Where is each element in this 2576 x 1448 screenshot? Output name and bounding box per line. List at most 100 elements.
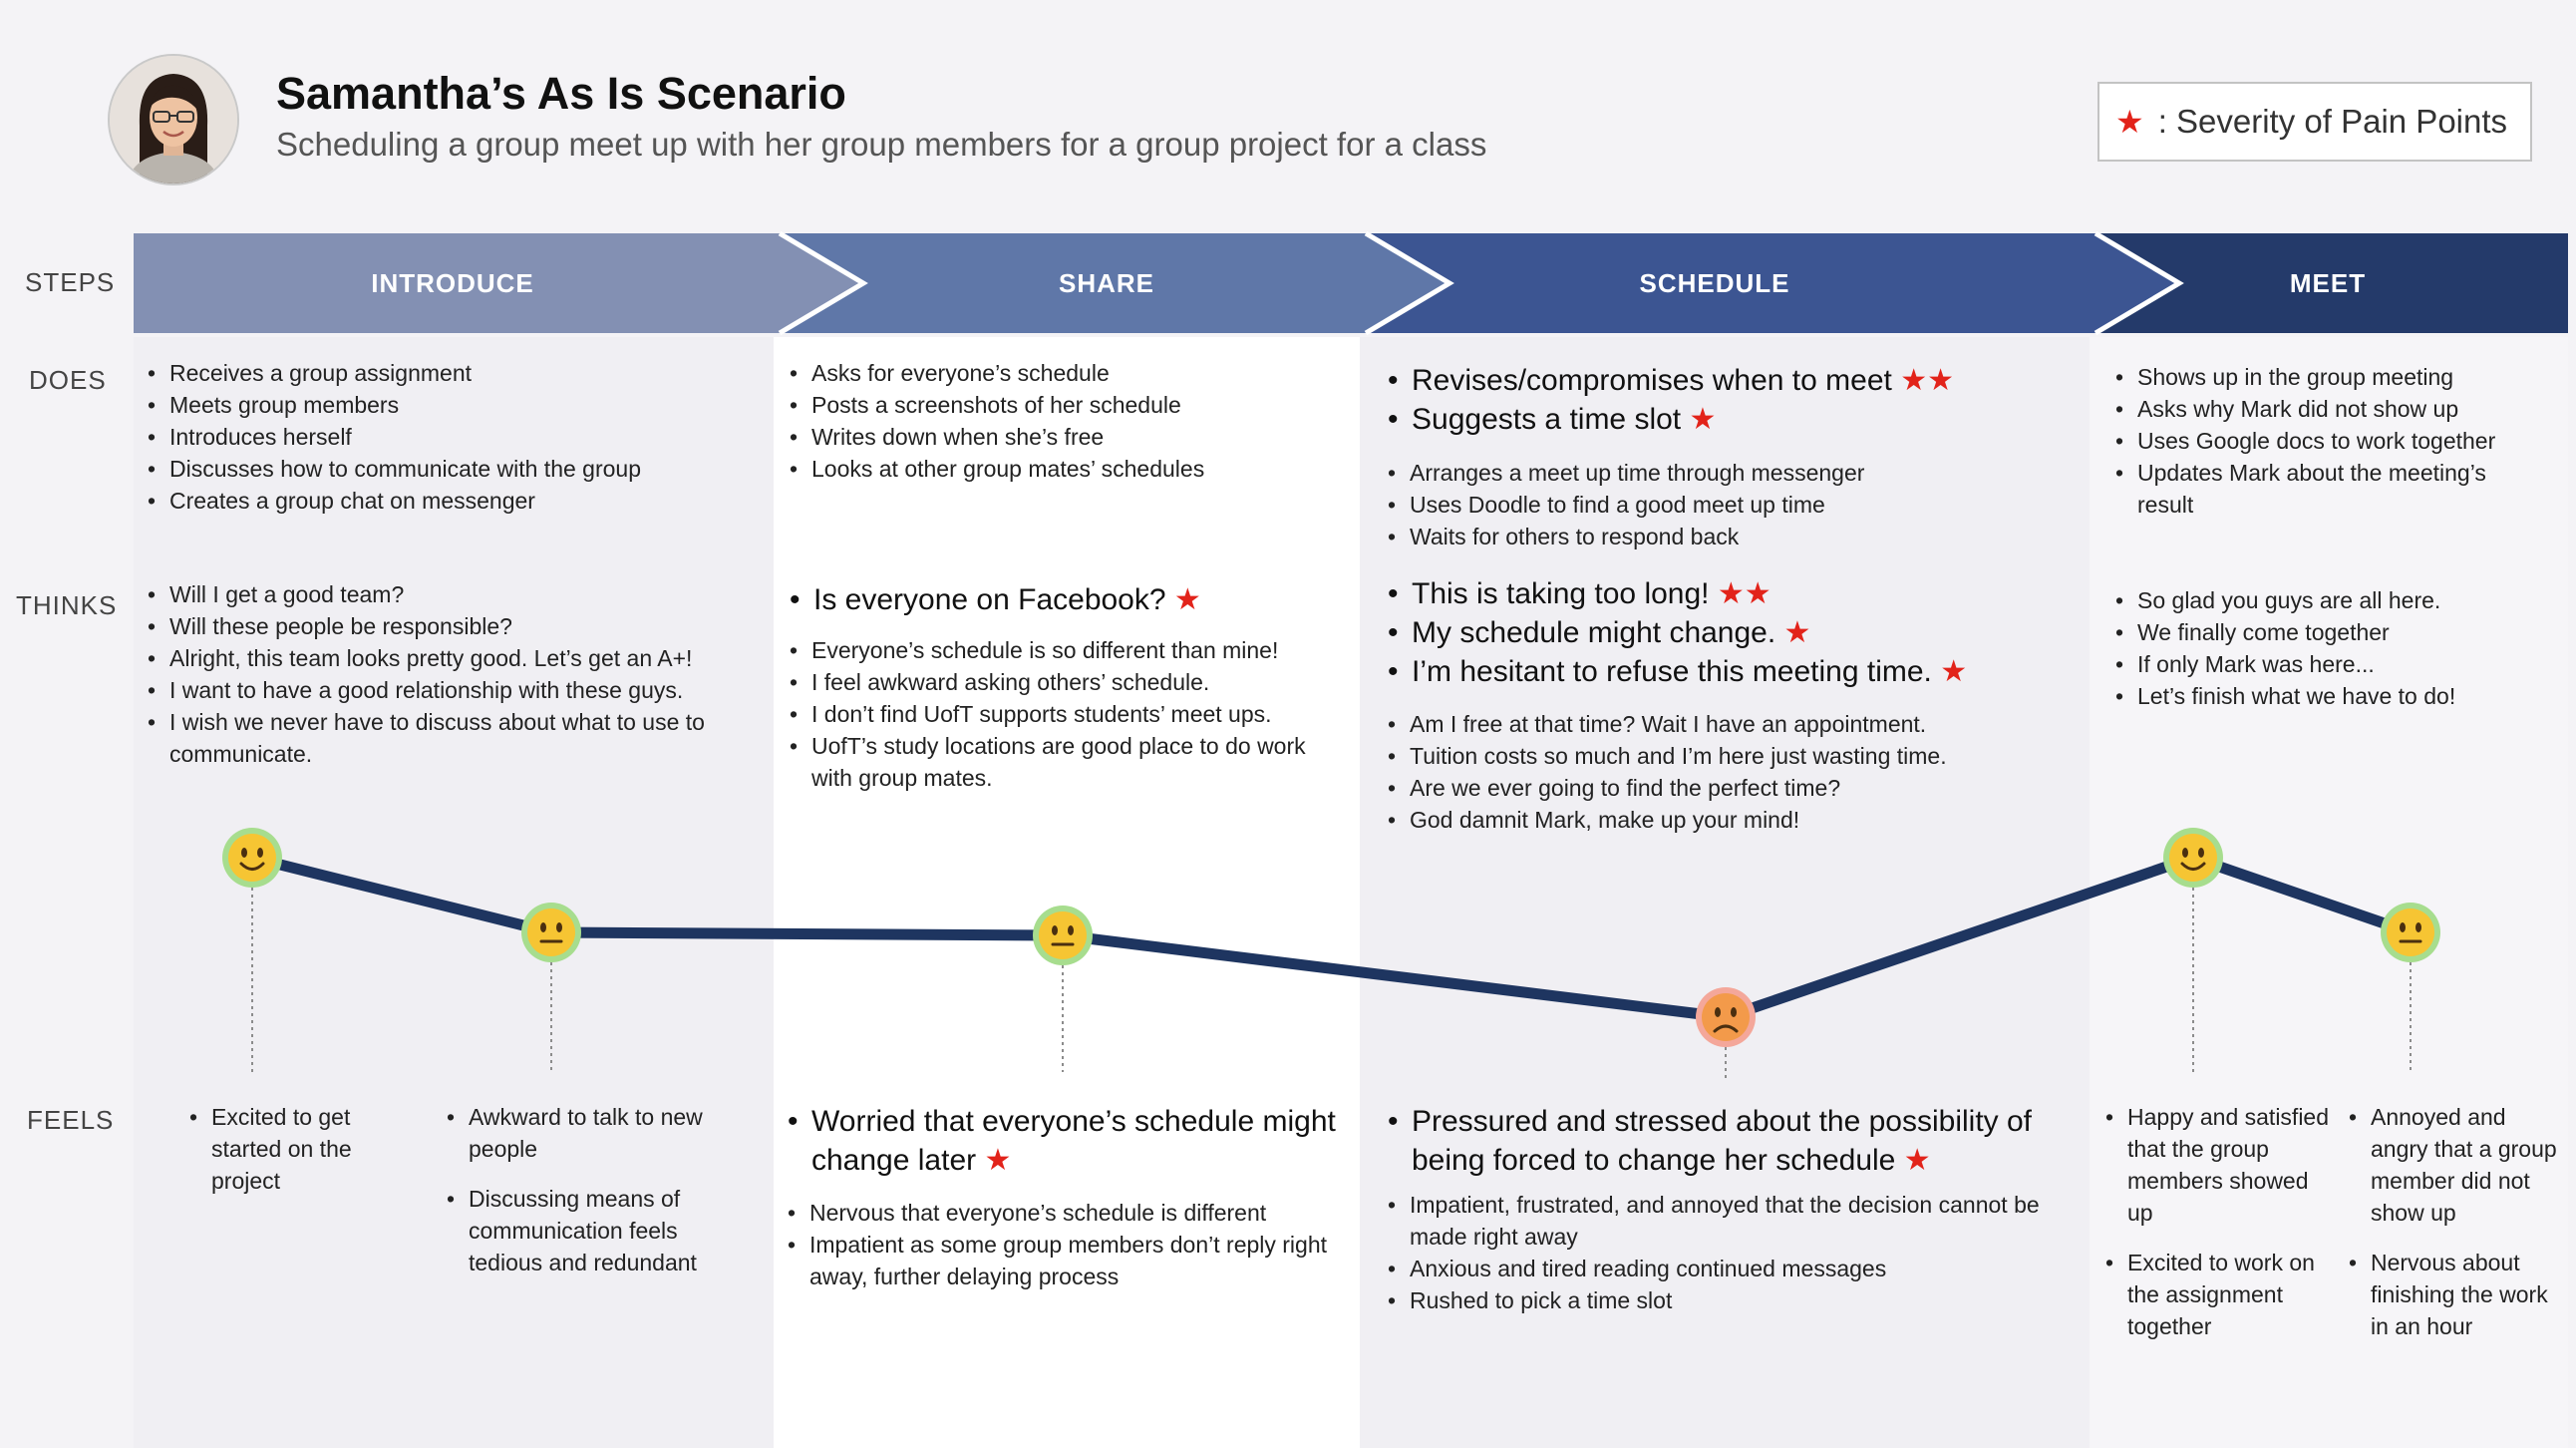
pain-point: Pressured and stressed about the possibi… [1388,1102,2066,1180]
list-item: Alright, this team looks pretty good. Le… [148,642,756,674]
thinks-schedule-list: Am I free at that time? Wait I have an a… [1388,708,2066,836]
severity-legend: ★ : Severity of Pain Points [2097,82,2532,162]
thinks-schedule-pain-list: This is taking too long! ★★ My schedule … [1388,574,2066,691]
star-icon: ★★ [1900,364,1954,397]
list-item: If only Mark was here... [2115,648,2544,680]
list-item: Will I get a good team? [148,578,756,610]
list-item: Introduces herself [148,421,756,453]
list-item: Looks at other group mates’ schedules [790,453,1348,485]
does-schedule-list: Arranges a meet up time through messenge… [1388,457,2066,552]
feels-schedule-list: Impatient, frustrated, and annoyed that … [1388,1189,2066,1316]
list-item: Everyone’s schedule is so different than… [790,634,1348,666]
page-title: Samantha’s As Is Scenario [276,68,846,119]
pain-point: Suggests a time slot ★ [1388,400,2066,439]
list-item: Rushed to pick a time slot [1388,1284,2066,1316]
list-item: Impatient as some group members don’t re… [788,1229,1346,1292]
list-item: Discussing means of communication feels … [447,1183,736,1278]
row-label-does: DOES [29,365,107,395]
feels-meet-b-list: Annoyed and angry that a group member di… [2349,1101,2558,1360]
row-label-steps: STEPS [25,267,116,297]
list-item: Annoyed and angry that a group member di… [2349,1101,2558,1229]
step-introduce: INTRODUCE [371,267,534,298]
does-share-list: Asks for everyone’s schedule Posts a scr… [790,357,1348,485]
list-item: God damnit Mark, make up your mind! [1388,804,2066,836]
step-shape-meet [2095,233,2568,333]
star-icon: ★ [984,1144,1012,1177]
step-shape-share [780,233,1449,333]
list-item: Am I free at that time? Wait I have an a… [1388,708,2066,740]
list-item: Uses Doodle to find a good meet up time [1388,489,2066,521]
list-item: Meets group members [148,389,756,421]
list-item: Will these people be responsible? [148,610,756,642]
list-item: Awkward to talk to new people [447,1101,736,1165]
list-item: Are we ever going to find the perfect ti… [1388,772,2066,804]
list-item: Tuition costs so much and I’m here just … [1388,740,2066,772]
list-item: Updates Mark about the meeting’s result [2115,457,2544,521]
feels-meet-a-list: Happy and satisfied that the group membe… [2105,1101,2335,1360]
list-item: I want to have a good relationship with … [148,674,756,706]
list-item: Nervous that everyone’s schedule is diff… [788,1197,1346,1229]
list-item: Writes down when she’s free [790,421,1348,453]
list-item: UofT’s study locations are good place to… [790,730,1348,794]
legend-text: : Severity of Pain Points [2157,103,2508,140]
list-item: Let’s finish what we have to do! [2115,680,2544,712]
star-icon: ★ [1940,655,1968,688]
list-item: Impatient, frustrated, and annoyed that … [1388,1189,2066,1253]
neutral-face-icon [1033,905,1093,965]
star-icon: ★ [1783,616,1811,649]
list-item: We finally come together [2115,616,2544,648]
step-meet: MEET [2289,267,2367,298]
list-item: Receives a group assignment [148,357,756,389]
does-introduce-list: Receives a group assignment Meets group … [148,357,756,517]
list-item: Shows up in the group meeting [2115,361,2544,393]
smiley-face-icon [2163,828,2223,888]
list-item: Discusses how to communicate with the gr… [148,453,756,485]
list-item: I don’t find UofT supports students’ mee… [790,698,1348,730]
list-item: Happy and satisfied that the group membe… [2105,1101,2335,1229]
feels-introduce-b-list: Awkward to talk to new people Discussing… [447,1101,736,1296]
star-icon: ★ [1903,1144,1931,1177]
list-item: So glad you guys are all here. [2115,584,2544,616]
frowning-face-icon [1696,987,1756,1047]
thinks-meet-list: So glad you guys are all here. We finall… [2115,584,2544,712]
row-label-feels: FEELS [27,1105,115,1135]
pain-point: Is everyone on Facebook? ★ [790,580,1348,619]
list-item: Waits for others to respond back [1388,521,2066,552]
pain-point: Revises/compromises when to meet ★★ [1388,361,2066,400]
does-meet-list: Shows up in the group meeting Asks why M… [2115,361,2544,521]
list-item: I wish we never have to discuss about wh… [148,706,756,770]
feels-introduce-a-list: Excited to get started on the project [189,1101,389,1197]
feels-share-list: Nervous that everyone’s schedule is diff… [788,1197,1346,1292]
list-item: Excited to get started on the project [189,1101,389,1197]
person-avatar [108,54,239,185]
pain-point: I’m hesitant to refuse this meeting time… [1388,652,2066,691]
feels-schedule-pain-list: Pressured and stressed about the possibi… [1388,1102,2066,1180]
journey-line [250,852,2413,1023]
pain-point: Worried that everyone’s schedule might c… [788,1102,1346,1180]
star-icon: ★ [2115,104,2144,140]
pain-point: My schedule might change. ★ [1388,613,2066,652]
neutral-face-icon [521,903,581,962]
step-shape-introduce [134,233,863,333]
star-icon: ★ [1173,583,1201,616]
step-schedule: SCHEDULE [1639,267,1790,298]
step-shape-schedule [1366,233,2179,333]
list-item: Asks why Mark did not show up [2115,393,2544,425]
list-item: Excited to work on the assignment togeth… [2105,1247,2335,1342]
star-icon: ★★ [1717,577,1771,610]
steps-bar [134,230,2568,336]
star-icon: ★ [1689,403,1717,436]
neutral-face-icon [2381,903,2440,962]
list-item: Arranges a meet up time through messenge… [1388,457,2066,489]
thinks-introduce-list: Will I get a good team? Will these peopl… [148,578,756,770]
step-share: SHARE [1058,267,1154,298]
list-item: Posts a screenshots of her schedule [790,389,1348,421]
thinks-share-pain-list: Is everyone on Facebook? ★ [790,580,1348,619]
feels-share-pain-list: Worried that everyone’s schedule might c… [788,1102,1346,1180]
list-item: Anxious and tired reading continued mess… [1388,1253,2066,1284]
pain-point: This is taking too long! ★★ [1388,574,2066,613]
list-item: Asks for everyone’s schedule [790,357,1348,389]
list-item: I feel awkward asking others’ schedule. [790,666,1348,698]
list-item: Creates a group chat on messenger [148,485,756,517]
